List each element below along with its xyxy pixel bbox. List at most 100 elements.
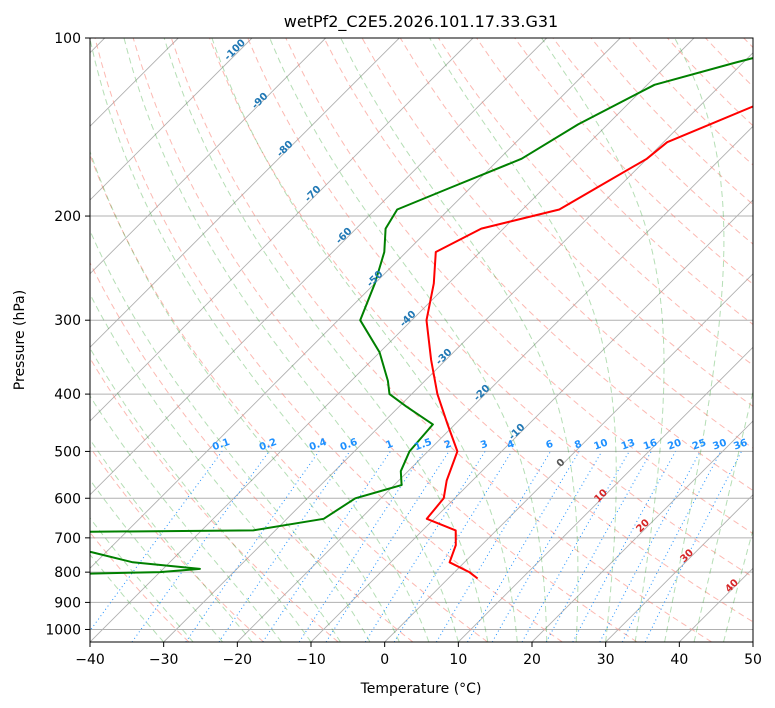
x-tick-label: 10 xyxy=(449,652,467,668)
mixing-ratio-label: 4 xyxy=(506,439,516,452)
isotherm-line xyxy=(90,38,695,642)
x-tick-label: 30 xyxy=(597,652,615,668)
isotherm-line xyxy=(90,38,621,569)
mixing-ratio-line xyxy=(393,451,513,642)
x-tick-label: −10 xyxy=(296,652,326,668)
dry-adiabat-line xyxy=(323,38,753,492)
x-tick-label: 0 xyxy=(380,652,389,668)
mixing-ratio-line xyxy=(521,451,630,642)
mixing-ratio-line xyxy=(185,451,320,642)
moist-adiabat-line xyxy=(693,389,753,642)
moist-adiabat-line xyxy=(90,292,341,642)
mixing-ratio-label: 2 xyxy=(443,439,453,452)
mixing-ratio-label: 20 xyxy=(666,437,683,452)
moist-adiabat-line xyxy=(269,38,548,642)
y-tick-label: 300 xyxy=(54,313,81,329)
isotherm-line xyxy=(90,38,548,496)
mixing-ratio-label: 6 xyxy=(545,439,555,452)
mixing-ratio-line xyxy=(298,451,425,642)
mixing-ratio-line xyxy=(131,451,270,642)
series-layer xyxy=(90,57,753,580)
background-lines xyxy=(90,38,753,642)
dry-adiabat-line xyxy=(514,38,753,285)
mixing-ratio-label: 10 xyxy=(593,437,610,452)
moist-adiabat-line xyxy=(90,347,312,642)
moist-adiabat-line xyxy=(163,38,489,642)
y-axis: 100 200 300 400 500 600 700 800 900 1000 xyxy=(45,31,90,638)
y-tick-label: 700 xyxy=(54,531,81,547)
y-tick-label: 200 xyxy=(54,209,81,225)
x-tick-label: 40 xyxy=(670,652,688,668)
mixing-ratio-line xyxy=(545,451,652,642)
y-axis-label: Pressure (hPa) xyxy=(12,290,28,390)
mixing-ratio-label: 25 xyxy=(691,437,708,452)
x-tick-label: 20 xyxy=(523,652,541,668)
mixing-ratio-line xyxy=(572,451,676,642)
y-tick-label: 600 xyxy=(54,491,81,507)
dry-adiabat-line xyxy=(90,357,339,642)
isotherm-line xyxy=(90,38,327,275)
mixing-ratio-label: 30 xyxy=(711,437,728,452)
mixing-ratio-line xyxy=(90,451,223,632)
moist-adiabat-line xyxy=(90,553,165,642)
isotherm-line xyxy=(531,420,753,642)
moist-adiabat-line xyxy=(90,438,253,642)
mixing-ratio-line xyxy=(644,451,742,642)
y-tick-label: 1000 xyxy=(45,622,81,638)
mixing-ratio-line xyxy=(218,451,351,642)
x-tick-label: −20 xyxy=(223,652,253,668)
isotherm-line xyxy=(457,346,753,642)
mixing-ratio-label: 36 xyxy=(732,438,749,453)
dry-adiabat-line xyxy=(90,261,414,642)
temperature-profile xyxy=(425,105,753,580)
moist-adiabat-line xyxy=(664,38,725,642)
isotherm-line xyxy=(236,125,753,642)
plot-frame xyxy=(89,37,754,643)
y-tick-label: 900 xyxy=(54,595,81,611)
dry-adiabat-line xyxy=(170,38,712,642)
moist-adiabat-line xyxy=(90,479,223,642)
isotherm-line xyxy=(90,38,474,422)
mixing-ratio-label: 3 xyxy=(479,439,489,452)
y-tick-label: 100 xyxy=(54,31,81,47)
x-axis: −40 −30 −20 −10 0 10 20 30 40 50 xyxy=(75,642,762,668)
dry-adiabat-line xyxy=(476,38,753,326)
chart-title: wetPf2_C2E5.2026.101.17.33.G31 xyxy=(284,12,558,32)
moist-adiabat-line xyxy=(541,38,665,642)
moist-adiabat-line xyxy=(90,517,194,642)
dewpoint-profile xyxy=(90,57,753,575)
moist-adiabat-line xyxy=(723,528,753,642)
y-tick-label: 800 xyxy=(54,565,81,581)
y-tick-label: 400 xyxy=(54,387,81,403)
dry-adiabat-line xyxy=(90,446,264,642)
moist-adiabat-line xyxy=(90,395,282,642)
isotherm-line xyxy=(752,641,753,642)
moist-adiabat-line xyxy=(123,38,459,642)
isotherm-line xyxy=(163,52,753,642)
moist-adiabat-line xyxy=(211,38,518,642)
mixing-ratio-line xyxy=(262,451,391,642)
x-tick-label: −40 xyxy=(75,652,105,668)
dry-adiabat-line xyxy=(247,38,753,578)
moist-adiabat-line xyxy=(90,38,430,642)
mixing-ratio-label: 16 xyxy=(642,438,659,453)
mixing-ratio-label: 8 xyxy=(573,439,583,452)
isotherm-line xyxy=(605,494,753,642)
isotherm-line xyxy=(90,38,400,348)
moist-adiabat-line xyxy=(429,38,617,642)
x-tick-label: −30 xyxy=(149,652,179,668)
mixing-ratio-label: 13 xyxy=(620,438,637,453)
x-axis-label: Temperature (°C) xyxy=(360,681,482,697)
x-tick-label: 50 xyxy=(744,652,762,668)
moist-adiabat-line xyxy=(90,229,371,642)
dry-adiabat-line xyxy=(132,38,638,642)
isotherm-line xyxy=(90,38,253,201)
mixing-ratio-line xyxy=(325,451,450,642)
isotherm-line xyxy=(384,273,753,642)
moist-adiabat-line xyxy=(340,38,579,642)
dry-adiabat-line xyxy=(94,38,563,642)
mixing-ratio-label: 1 xyxy=(384,439,394,452)
dry-adiabat-line xyxy=(285,38,753,535)
y-tick-label: 500 xyxy=(54,444,81,460)
